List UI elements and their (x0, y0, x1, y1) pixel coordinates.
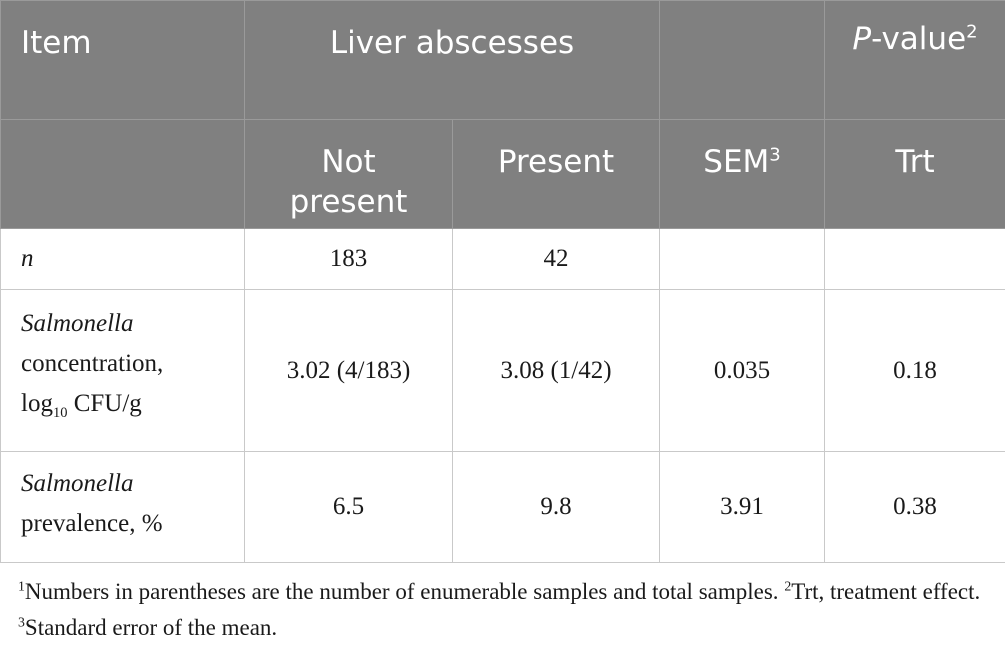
cell-trt: 0.38 (824, 451, 1005, 563)
header-present: Present (452, 119, 660, 229)
p-value-footnote-marker: 2 (966, 21, 978, 43)
cell-trt (824, 228, 1005, 290)
table-row: Salmonella prevalence, % 6.5 9.8 3.91 0.3… (0, 451, 1005, 563)
footnote-marker-1: 1 (18, 578, 25, 594)
sem-footnote-marker: 3 (769, 144, 781, 166)
header-p-value: P-value2 (824, 0, 1005, 120)
p-value-rest: -value (871, 21, 967, 57)
table-header: Item Liver abscesses P-value2 Not presen… (0, 0, 1005, 229)
cell-not-present: 6.5 (244, 451, 453, 563)
header-trt: Trt (824, 119, 1005, 229)
table-body: n 183 42 Salmonella concentration, log10 C… (0, 228, 1005, 563)
header-row-1: Item Liver abscesses P-value2 (0, 0, 1005, 120)
footnote-2-text: Trt, treatment effect. (791, 579, 981, 604)
cell-present: 42 (452, 228, 660, 290)
footnote-3-text: Standard error of the mean. (24, 615, 278, 640)
cell-present: 9.8 (452, 451, 660, 563)
header-liver-abscesses: Liver abscesses (244, 0, 660, 120)
table-row: Salmonella concentration, log10 CFU/g 3.02… (0, 289, 1005, 452)
header-not-present: Not present (244, 119, 453, 229)
footnote-marker-2: 2 (784, 578, 792, 594)
header-sem: SEM3 (659, 119, 825, 229)
footnote-marker-3: 3 (18, 614, 25, 630)
cell-sem: 3.91 (659, 451, 825, 563)
header-item: Item (0, 0, 245, 120)
row-label-concentration: Salmonella concentration, log10 CFU/g (0, 289, 245, 452)
cell-trt: 0.18 (824, 289, 1005, 452)
row-label-prevalence: Salmonella prevalence, % (0, 451, 245, 563)
cell-sem: 0.035 (659, 289, 825, 452)
data-table: Item Liver abscesses P-value2 Not presen… (0, 0, 1005, 563)
cell-not-present: 3.02 (4/183) (244, 289, 453, 452)
p-value-italic: P (852, 21, 872, 57)
cell-present: 3.08 (1/42) (452, 289, 660, 452)
cell-not-present: 183 (244, 228, 453, 290)
header-empty (659, 0, 825, 120)
table-footnote: 1Numbers in parentheses are the number o… (18, 574, 993, 646)
header-row-2: Not present Present SEM3 Trt (0, 119, 1005, 229)
header-empty-item (0, 119, 245, 229)
table-row: n 183 42 (0, 228, 1005, 290)
cell-sem (659, 228, 825, 290)
footnote-1-text: Numbers in parentheses are the number of… (24, 579, 785, 604)
row-label-n: n (0, 228, 245, 290)
